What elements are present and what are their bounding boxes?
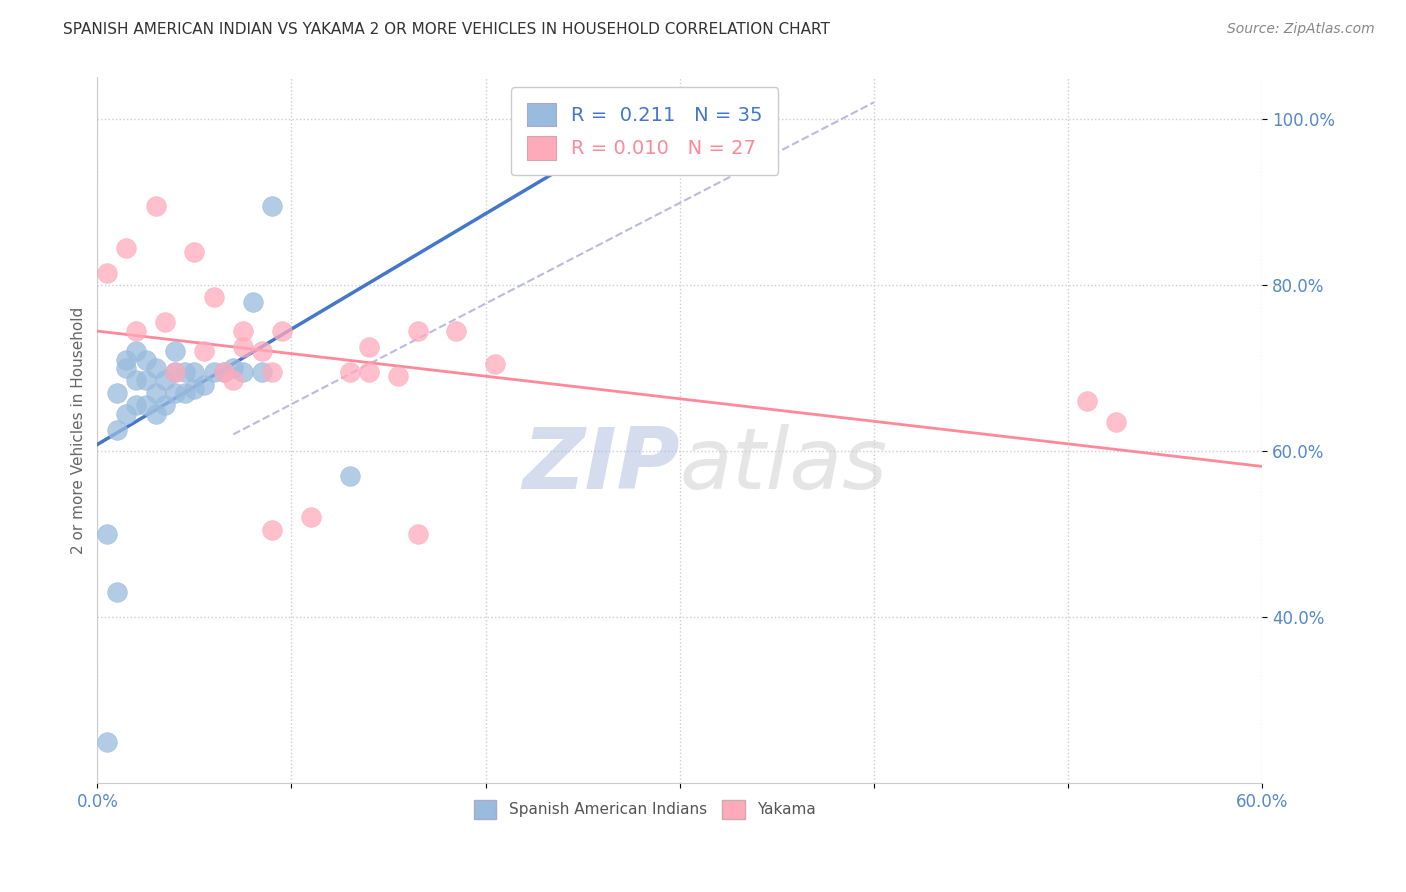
- Point: [125, 324, 148, 338]
- Point: [202, 290, 225, 304]
- Point: [173, 365, 195, 379]
- Text: ZIP: ZIP: [522, 424, 679, 507]
- Point: [299, 510, 322, 524]
- Point: [115, 361, 138, 376]
- Point: [1076, 394, 1098, 409]
- Point: [212, 365, 235, 379]
- Point: [115, 352, 138, 367]
- Point: [125, 398, 148, 412]
- Point: [260, 523, 283, 537]
- Point: [163, 385, 186, 400]
- Point: [387, 369, 409, 384]
- Point: [359, 365, 381, 379]
- Point: [155, 398, 177, 412]
- Point: [155, 373, 177, 387]
- Point: [252, 365, 274, 379]
- Point: [145, 385, 167, 400]
- Point: [96, 527, 118, 541]
- Point: [193, 344, 215, 359]
- Text: Source: ZipAtlas.com: Source: ZipAtlas.com: [1227, 22, 1375, 37]
- Point: [155, 315, 177, 329]
- Point: [484, 357, 506, 371]
- Text: atlas: atlas: [679, 424, 887, 507]
- Point: [105, 385, 128, 400]
- Point: [145, 407, 167, 421]
- Point: [212, 365, 235, 379]
- Point: [105, 423, 128, 437]
- Point: [145, 361, 167, 376]
- Point: [135, 352, 157, 367]
- Legend: Spanish American Indians, Yakama: Spanish American Indians, Yakama: [467, 794, 823, 825]
- Point: [96, 266, 118, 280]
- Point: [242, 294, 264, 309]
- Point: [260, 365, 283, 379]
- Point: [183, 382, 205, 396]
- Point: [96, 734, 118, 748]
- Point: [222, 361, 245, 376]
- Text: SPANISH AMERICAN INDIAN VS YAKAMA 2 OR MORE VEHICLES IN HOUSEHOLD CORRELATION CH: SPANISH AMERICAN INDIAN VS YAKAMA 2 OR M…: [63, 22, 830, 37]
- Point: [115, 407, 138, 421]
- Point: [125, 344, 148, 359]
- Point: [222, 373, 245, 387]
- Point: [173, 385, 195, 400]
- Y-axis label: 2 or more Vehicles in Household: 2 or more Vehicles in Household: [72, 307, 86, 554]
- Point: [105, 585, 128, 599]
- Point: [446, 324, 468, 338]
- Point: [202, 365, 225, 379]
- Point: [232, 324, 254, 338]
- Point: [145, 199, 167, 213]
- Point: [232, 365, 254, 379]
- Point: [135, 373, 157, 387]
- Point: [406, 324, 429, 338]
- Point: [270, 324, 292, 338]
- Point: [115, 241, 138, 255]
- Point: [232, 340, 254, 354]
- Point: [193, 377, 215, 392]
- Point: [1105, 415, 1128, 429]
- Point: [135, 398, 157, 412]
- Point: [339, 365, 361, 379]
- Point: [339, 469, 361, 483]
- Point: [163, 344, 186, 359]
- Point: [260, 199, 283, 213]
- Point: [163, 365, 186, 379]
- Point: [406, 527, 429, 541]
- Point: [359, 340, 381, 354]
- Point: [125, 373, 148, 387]
- Point: [183, 244, 205, 259]
- Point: [252, 344, 274, 359]
- Point: [163, 365, 186, 379]
- Point: [183, 365, 205, 379]
